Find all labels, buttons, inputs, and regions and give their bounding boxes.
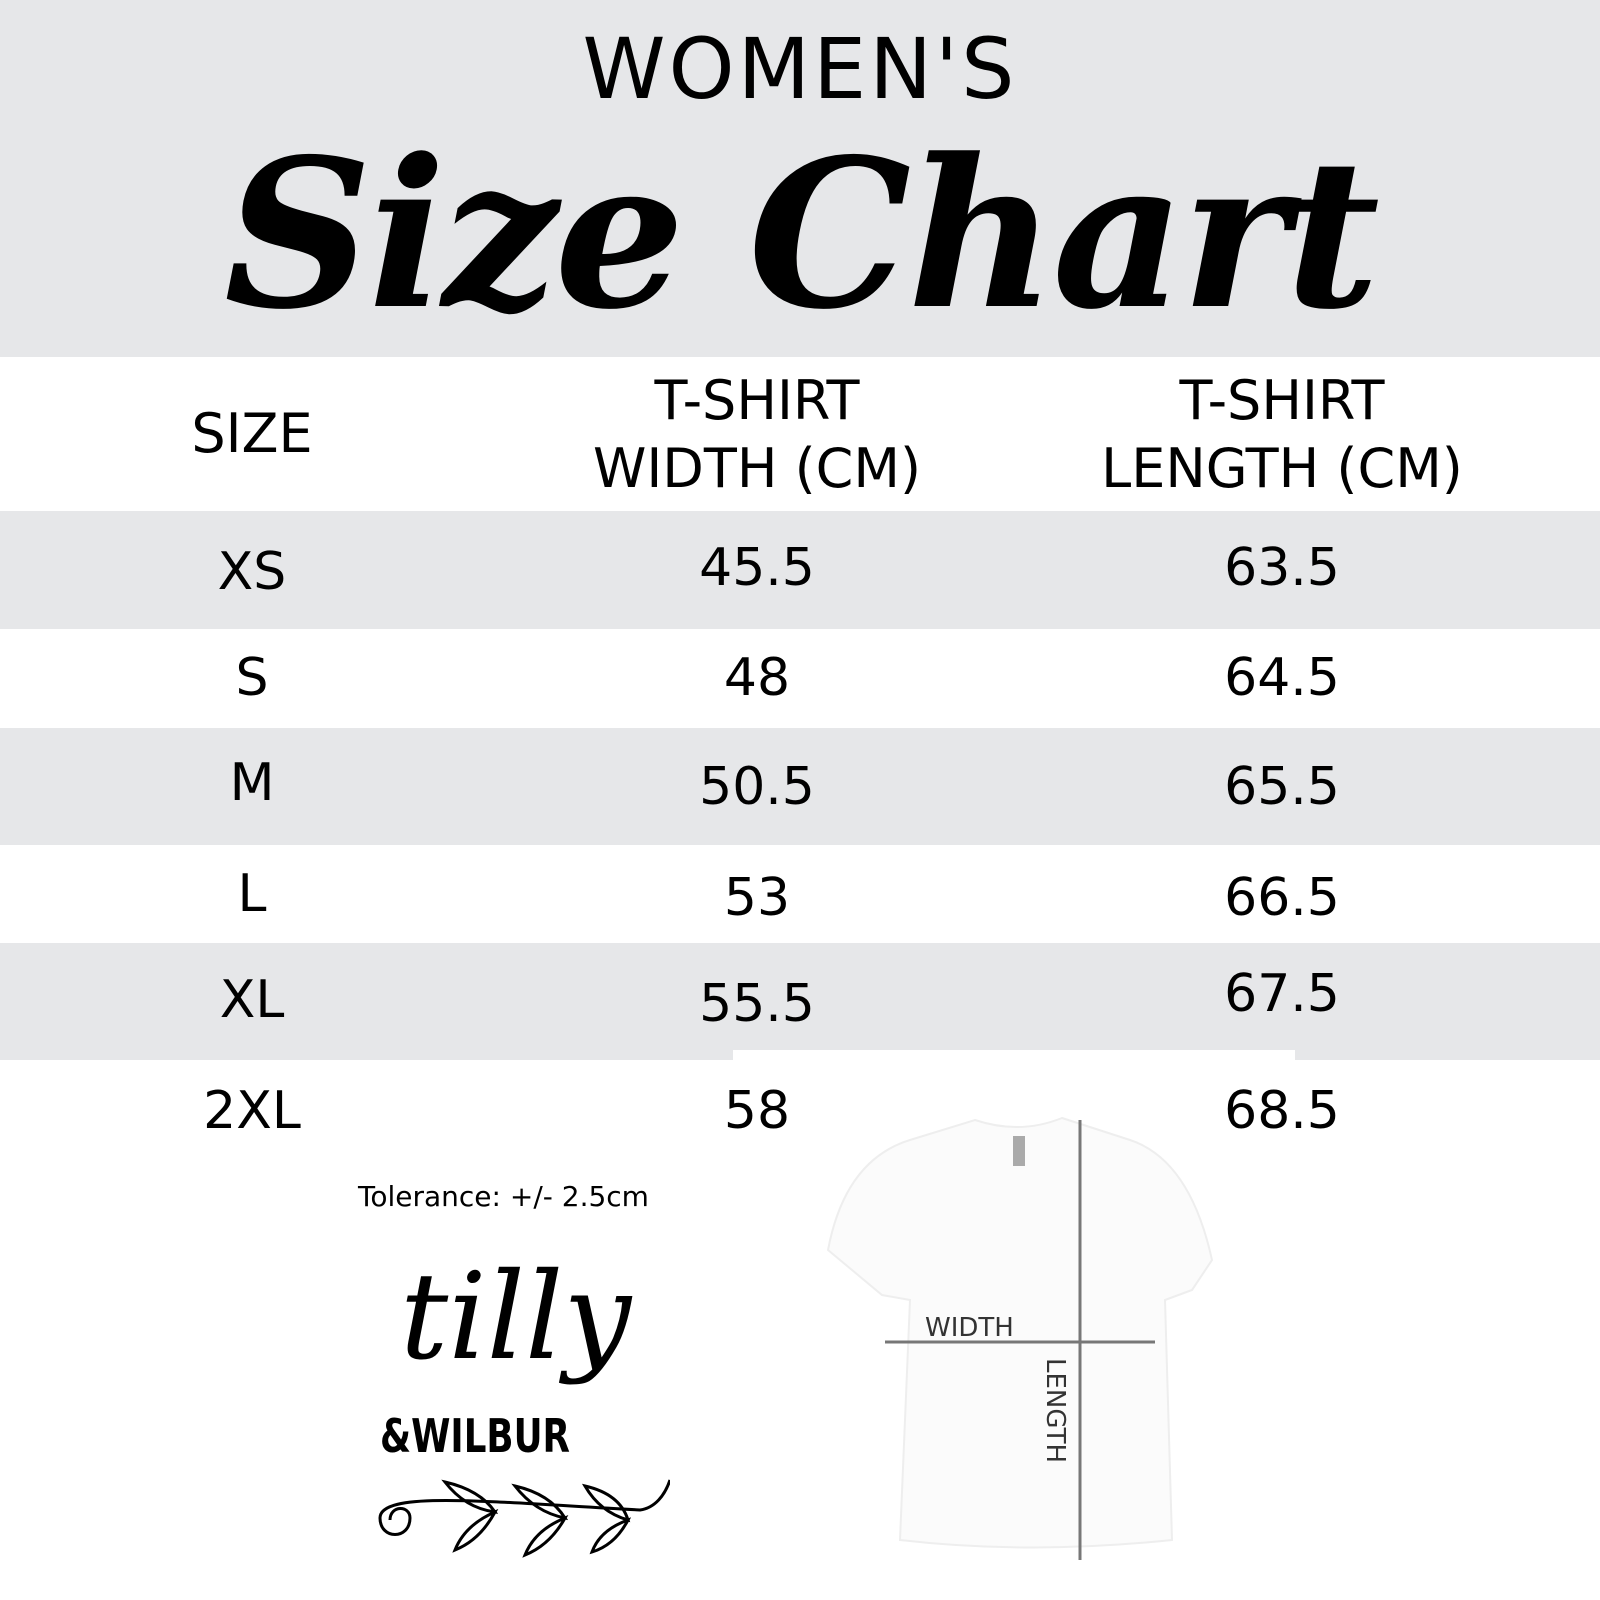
width-cell: 45.5 bbox=[699, 538, 815, 598]
header-length: T-SHIRT LENGTH (CM) bbox=[1101, 367, 1463, 503]
length-label: LENGTH bbox=[1040, 1358, 1070, 1463]
size-cell: S bbox=[235, 648, 269, 708]
logo-line1: tilly bbox=[400, 1248, 633, 1387]
length-cell: 65.5 bbox=[1224, 757, 1340, 817]
table-row: S 48 64.5 bbox=[0, 629, 1600, 728]
title-banner bbox=[0, 0, 1600, 357]
width-label: WIDTH bbox=[925, 1313, 1014, 1343]
leaf-branch-icon bbox=[378, 1479, 670, 1558]
size-cell: M bbox=[229, 753, 275, 813]
length-cell: 63.5 bbox=[1224, 538, 1340, 598]
table-row: XS 45.5 63.5 bbox=[0, 511, 1600, 629]
page-title: Size Chart bbox=[224, 115, 1380, 355]
brand-logo: tilly &WILBUR bbox=[378, 1248, 670, 1558]
length-cell: 67.5 bbox=[1224, 964, 1340, 1024]
tolerance-note: Tolerance: +/- 2.5cm bbox=[358, 1180, 649, 1213]
length-cell: 66.5 bbox=[1224, 868, 1340, 928]
length-cell: 64.5 bbox=[1224, 648, 1340, 708]
logo-line2: &WILBUR bbox=[380, 1409, 570, 1463]
size-cell: L bbox=[237, 864, 267, 924]
header-size: SIZE bbox=[191, 402, 313, 465]
neck-label-icon bbox=[1013, 1136, 1025, 1166]
table-row: M 50.5 65.5 bbox=[0, 728, 1600, 845]
header-length-line2: LENGTH (CM) bbox=[1101, 437, 1463, 500]
table-row: L 53 66.5 bbox=[0, 845, 1600, 943]
width-cell: 58 bbox=[723, 1081, 791, 1141]
header-width: T-SHIRT WIDTH (CM) bbox=[593, 367, 921, 503]
table-row: 2XL 58 68.5 bbox=[0, 1060, 1600, 1160]
table-header: SIZE T-SHIRT WIDTH (CM) T-SHIRT LENGTH (… bbox=[0, 357, 1600, 511]
width-cell: 55.5 bbox=[699, 974, 815, 1034]
size-cell: XL bbox=[219, 970, 285, 1030]
width-cell: 50.5 bbox=[699, 757, 815, 817]
header-width-line1: T-SHIRT bbox=[654, 369, 860, 432]
table-row: XL 55.5 67.5 bbox=[0, 943, 1600, 1060]
width-cell: 48 bbox=[723, 648, 791, 708]
size-cell: 2XL bbox=[203, 1081, 301, 1141]
kicker-title: WOMEN'S bbox=[582, 20, 1018, 118]
width-cell: 53 bbox=[723, 868, 791, 928]
tshirt-icon bbox=[826, 1116, 1214, 1549]
header-length-line1: T-SHIRT bbox=[1179, 369, 1385, 432]
tshirt-diagram: WIDTH LENGTH bbox=[826, 1116, 1214, 1560]
header-width-line2: WIDTH (CM) bbox=[592, 437, 922, 500]
row-notch bbox=[733, 1050, 1295, 1060]
size-cell: XS bbox=[217, 542, 287, 602]
length-cell: 68.5 bbox=[1224, 1081, 1340, 1141]
